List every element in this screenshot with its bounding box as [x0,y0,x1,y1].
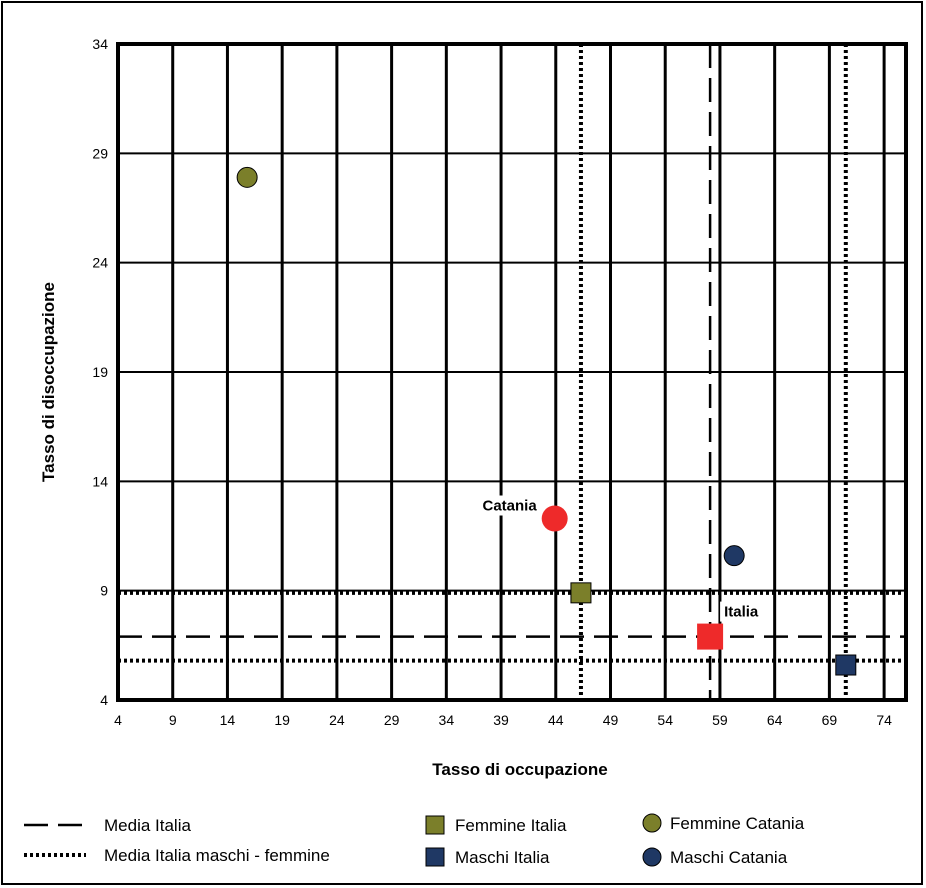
legend-circle-icon [642,813,662,833]
y-tick-label: 4 [100,692,108,708]
x-tick-label: 69 [822,712,838,728]
annotation-background [720,601,771,622]
italia-marker [697,623,724,650]
y-tick-label: 24 [92,255,108,271]
y-tick-label: 29 [92,145,108,161]
legend-item: Femmine Italia [425,815,567,835]
data-points [236,166,857,676]
x-tick-label: 44 [548,712,564,728]
plot-border [116,42,908,702]
legend: Media Italia Media Italia maschi - femmin… [24,813,805,867]
x-tick-label: 14 [220,712,236,728]
annotations: Catania Italia [458,495,771,622]
x-tick-label: 49 [603,712,619,728]
legend-label: Maschi Catania [670,848,788,867]
legend-label: Media Italia [104,816,191,835]
italia-annotation: Italia [724,604,759,621]
x-tick-label: 54 [657,712,673,728]
x-tick-label: 9 [169,712,177,728]
x-tick-label: 4 [114,712,122,728]
legend-item: Media Italia maschi - femmine [24,846,330,865]
catania-marker [541,505,568,532]
x-tick-label: 29 [384,712,400,728]
catania-annotation: Catania [482,498,537,515]
maschi-italia-marker [835,654,857,676]
gridlines [116,43,906,701]
legend-label: Femmine Italia [455,816,567,835]
x-tick-label: 74 [876,712,892,728]
y-tick-label: 19 [92,364,108,380]
legend-circle-icon [642,847,662,867]
x-tick-label: 19 [274,712,290,728]
x-tick-label: 39 [493,712,509,728]
x-tick-label: 24 [329,712,345,728]
legend-label: Media Italia maschi - femmine [104,846,330,865]
y-tick-label: 14 [92,473,108,489]
y-tick-label: 9 [100,583,108,599]
annotation-background [458,495,541,516]
x-axis-label: Tasso di occupazione [432,760,607,779]
x-tick-label: 34 [439,712,455,728]
maschi-catania-marker [723,545,745,567]
x-tick-label: 59 [712,712,728,728]
legend-item: Maschi Italia [425,847,550,867]
legend-square-icon [425,847,445,867]
legend-item: Maschi Catania [642,847,788,867]
femmine-italia-marker [570,582,592,604]
x-tick-label: 64 [767,712,783,728]
y-axis-label: Tasso di disoccupazione [39,282,58,482]
legend-label: Femmine Catania [670,814,805,833]
legend-square-icon [425,815,445,835]
legend-item: Femmine Catania [642,813,805,833]
legend-label: Maschi Italia [455,848,550,867]
y-tick-label: 34 [92,36,108,52]
legend-item: Media Italia [24,816,191,835]
femmine-catania-marker [236,166,258,188]
